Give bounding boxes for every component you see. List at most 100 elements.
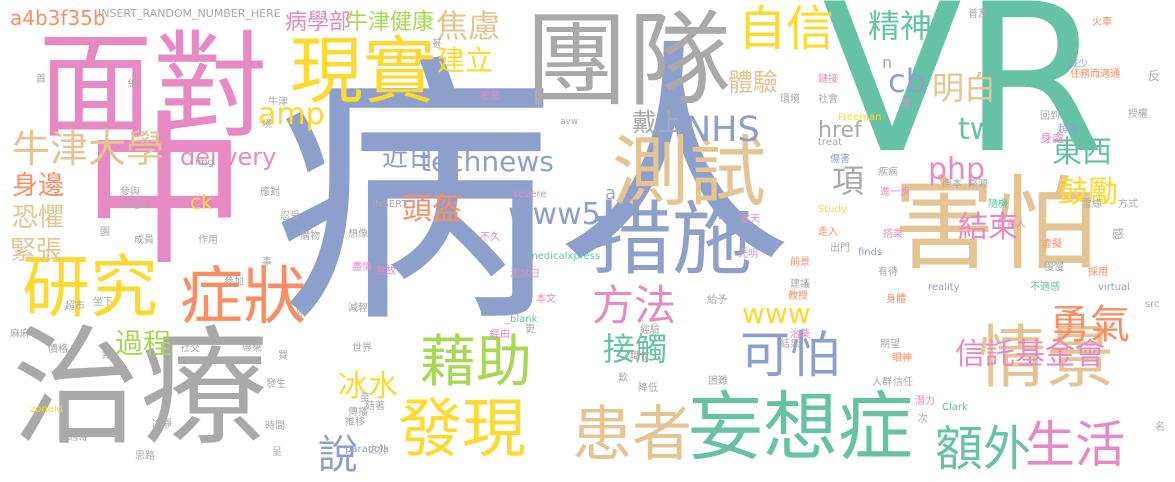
word-jianyi: 建議 <box>790 279 810 290</box>
word-shenchu: 身處 <box>1040 131 1065 145</box>
word-jingyou: 經由 <box>490 329 510 340</box>
word-guangming: 光明 <box>738 249 758 260</box>
word-jieshu: 結束 <box>958 210 1018 245</box>
word-david: David <box>718 211 747 222</box>
word-insert: INSERT <box>372 199 408 210</box>
word-xin: 新 <box>296 309 306 320</box>
word-jianshao: 減少 <box>1068 59 1088 70</box>
word-freeman: Freeman <box>838 112 882 123</box>
word-src: src <box>1145 299 1160 310</box>
word-qiwang: 期望 <box>880 339 900 350</box>
word-dapei: 搭乘 <box>883 229 903 240</box>
word-yanshi: 眼神 <box>892 353 912 364</box>
word-mingbai: 明白 <box>932 69 997 107</box>
word-shuo: 說 <box>318 432 358 478</box>
word-daishang: 戴上 <box>632 108 683 137</box>
word-jingyan: 經驗 <box>640 325 660 336</box>
word-yuanben: 原本 <box>942 179 962 190</box>
word-ck: ck <box>190 190 213 214</box>
word-mama: 麻麻 <box>10 329 30 340</box>
word-zixin: 自信 <box>738 1 835 57</box>
word-chuanbo: 傳播 <box>348 407 368 418</box>
word-virtual: virtual <box>1098 282 1130 293</box>
word-shejiao: 社交 <box>180 343 200 354</box>
word-n: n <box>882 53 893 72</box>
word-gan: 感 <box>1112 227 1125 241</box>
word-finds: finds <box>858 247 883 258</box>
word-paranoia: paranoia <box>345 444 390 455</box>
word-cb: cb <box>888 62 926 100</box>
word-jinqing: 盡情 <box>352 262 372 273</box>
word-caiyong: 採用 <box>1088 267 1108 278</box>
word-medicalxpress: medicalxpress <box>528 251 601 262</box>
word-haipa: 害怕 <box>893 166 1097 285</box>
word-faxian: 發現 <box>398 393 526 467</box>
word-bujiu: 不久 <box>480 232 500 243</box>
word-shou: 首 <box>36 74 46 85</box>
word-severe: severe <box>513 189 547 200</box>
word-daitian: 當天 <box>740 214 760 225</box>
word-jingshen: 精神 <box>868 7 933 45</box>
word-chaoyue: 超過 <box>1058 124 1078 135</box>
word-chaoshi: 超市 <box>65 301 85 312</box>
word-shijian: 時間 <box>265 421 285 432</box>
word-zouru: 走入 <box>818 227 838 238</box>
word-jiaolv: 焦慮 <box>436 7 501 45</box>
word-fangfa: 方法 <box>592 281 677 330</box>
word-ren: 人 <box>555 20 793 297</box>
word-www5: www5 <box>508 197 601 232</box>
word-canyu: 參與 <box>120 187 140 198</box>
word-zhizhi: 職位 <box>630 351 650 362</box>
word-renwu: 任務而適通 <box>1070 69 1120 80</box>
word-shanghai: 傷害 <box>830 154 850 165</box>
word-tongde: 適得 <box>68 432 88 443</box>
word-miandui: 面對 <box>38 20 269 154</box>
word-zhengzhuang: 症狀 <box>180 260 306 333</box>
word-jizhu: 結著 <box>365 401 385 412</box>
word-niujin-daxue: 牛津大學 <box>12 127 165 171</box>
word-dailai: 帶來 <box>242 343 262 354</box>
word-pupi: 普及 <box>968 9 988 20</box>
word-clark: Clark <box>942 402 968 413</box>
word-tw: tw <box>958 112 995 147</box>
word-wang: 網 <box>128 79 138 90</box>
word-target: target <box>120 199 151 210</box>
word-a: a <box>605 183 617 204</box>
word-ming: 名 <box>1155 422 1165 433</box>
word-php: php <box>928 152 986 187</box>
word-jianqing: 減輕 <box>348 303 368 314</box>
word-guocheng: 過程 <box>115 327 172 360</box>
word-qingjing: 情景 <box>978 319 1115 398</box>
word-jiezhu: 藉助 <box>420 330 532 395</box>
word-zhiliao: 治療 <box>12 314 269 463</box>
word-dongxi: 東西 <box>1052 135 1112 170</box>
word-fan: 反 <box>1148 69 1161 83</box>
word-yanjiu: 研究 <box>22 249 159 328</box>
word-insert-rand: INSERT_RANDOM_NUMBER_HERE <box>98 7 281 20</box>
word-zoneid: zoneid <box>30 404 63 415</box>
word-niujin-jiankang: 牛津健康 <box>346 10 435 35</box>
word-jinri: 近日 <box>382 143 435 173</box>
word-blank: _blank <box>505 314 538 325</box>
word-buhaoyi: 不適感 <box>1030 282 1060 293</box>
word-qiantou: 前景 <box>790 257 810 268</box>
word-xiangxiang: 想像 <box>348 229 368 240</box>
word-shehui: 社會 <box>818 94 838 105</box>
word-cheng: 呈 <box>272 447 282 458</box>
word-sishu: 思路 <box>135 451 155 462</box>
word-canjia: 參加 <box>224 277 244 288</box>
word-xianshi: 現實 <box>290 29 436 114</box>
word-yuan: 園 <box>100 227 110 238</box>
word-jiangdi: 降低 <box>638 383 658 394</box>
word-jing: 境 <box>262 119 272 130</box>
word-zhi: 至 <box>360 393 370 404</box>
word-img: img <box>195 157 214 168</box>
word-huidao: 回到 <box>1040 111 1060 122</box>
word-bingxuebu: 病學部 <box>285 10 352 35</box>
word-jia: 家 <box>902 99 912 110</box>
word-xintuo: 信託基金會 <box>955 337 1105 372</box>
word-ewai: 額外 <box>935 421 1032 477</box>
word-xueyuan: 雪緣 <box>1082 199 1102 210</box>
word-toukui: 頭盔 <box>402 192 462 227</box>
